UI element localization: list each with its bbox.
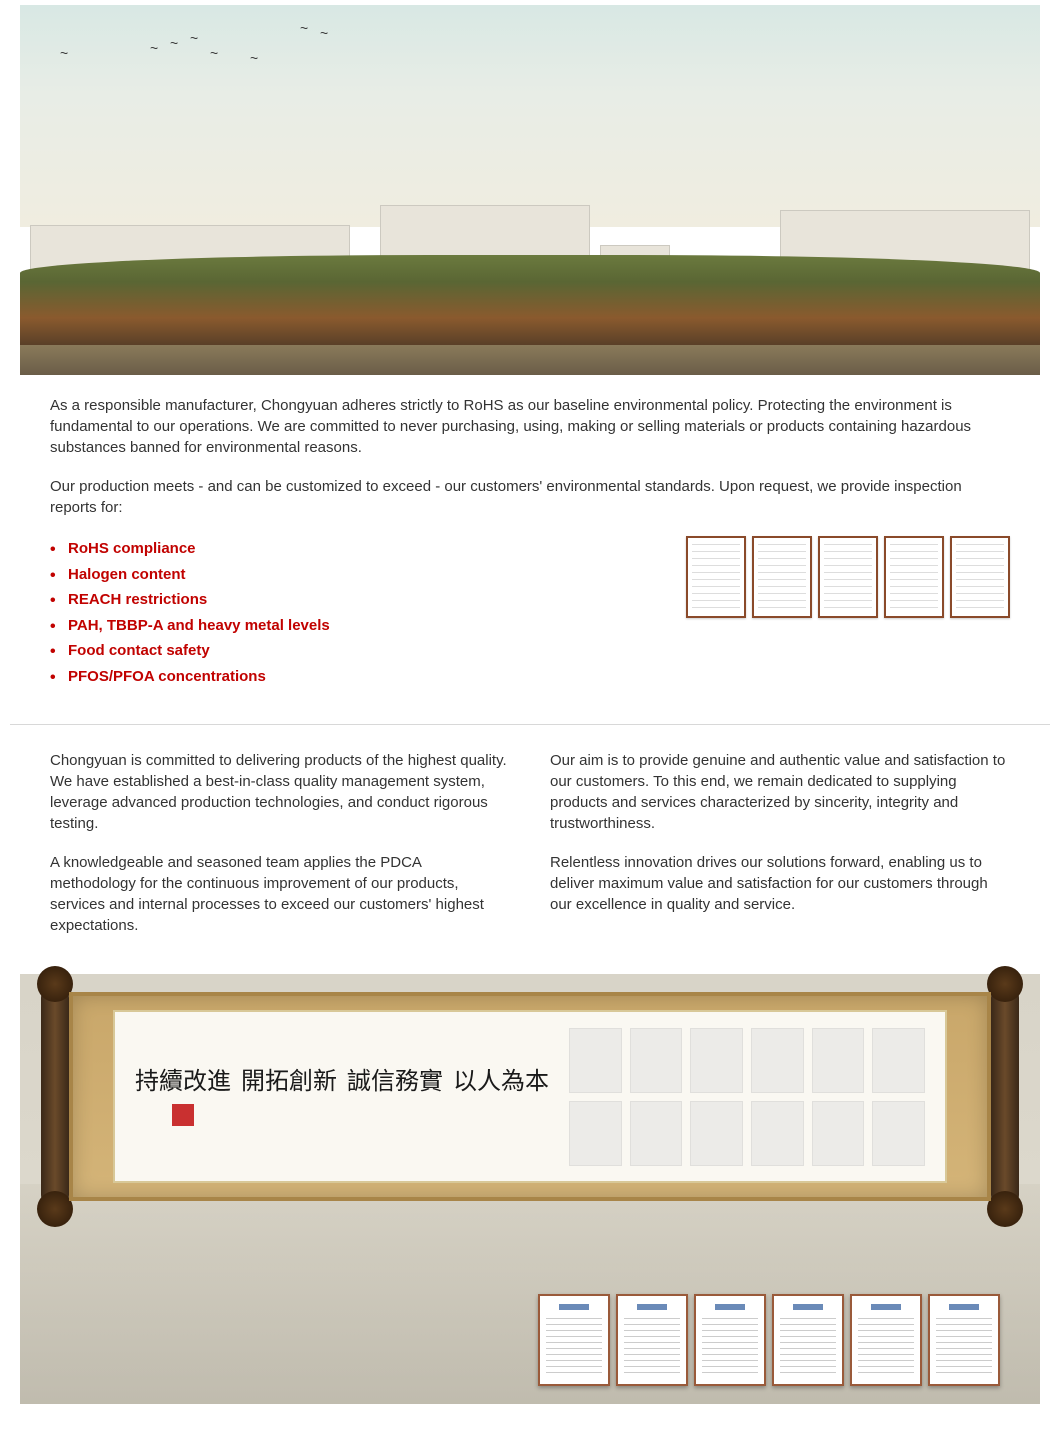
hero-water bbox=[20, 345, 1040, 375]
bird-icon: ~ bbox=[320, 25, 328, 41]
certificate-thumbnail bbox=[616, 1294, 688, 1386]
equipment-item bbox=[690, 1101, 743, 1166]
compliance-list: RoHS compliance Halogen content REACH re… bbox=[50, 536, 330, 689]
scroll-knob bbox=[37, 1191, 73, 1227]
certificate-thumbnail bbox=[884, 536, 944, 618]
quality-para: Relentless innovation drives our solutio… bbox=[550, 852, 1010, 915]
quality-para: A knowledgeable and seasoned team applie… bbox=[50, 852, 510, 936]
section-divider bbox=[10, 724, 1050, 725]
equipment-grid bbox=[569, 1028, 925, 1166]
equipment-item bbox=[751, 1028, 804, 1093]
equipment-item bbox=[630, 1028, 683, 1093]
certificate-thumbnail bbox=[818, 536, 878, 618]
scroll-knob bbox=[987, 1191, 1023, 1227]
certificate-thumbnail bbox=[752, 536, 812, 618]
certificate-thumbnail bbox=[686, 536, 746, 618]
bird-icon: ~ bbox=[250, 50, 258, 66]
bird-icon: ~ bbox=[150, 40, 158, 56]
calligraphy-column: 開拓創新 bbox=[241, 1067, 337, 1126]
scroll-rod-right bbox=[991, 984, 1019, 1209]
equipment-item bbox=[751, 1101, 804, 1166]
scroll-paper: 以人為本 誠信務實 開拓創新 持續改進 bbox=[69, 992, 991, 1201]
scroll-knob bbox=[987, 966, 1023, 1002]
equipment-item bbox=[569, 1028, 622, 1093]
compliance-item: REACH restrictions bbox=[68, 587, 330, 613]
equipment-item bbox=[630, 1101, 683, 1166]
equipment-item bbox=[690, 1028, 743, 1093]
calligraphy-column: 誠信務實 bbox=[347, 1067, 443, 1126]
compliance-item: RoHS compliance bbox=[68, 536, 330, 562]
quality-para: Our aim is to provide genuine and authen… bbox=[550, 750, 1010, 834]
hero-banner: ~ ~ ~ ~ ~ ~ ~ ~ bbox=[20, 5, 1040, 375]
certificate-strip-bottom bbox=[538, 1294, 1000, 1386]
compliance-item: PFOS/PFOA concentrations bbox=[68, 664, 330, 690]
calligraphy-text: 持續改進 bbox=[135, 1067, 231, 1098]
equipment-item bbox=[569, 1101, 622, 1166]
quality-section: Chongyuan is committed to delivering pro… bbox=[0, 750, 1060, 974]
quality-para: Chongyuan is committed to delivering pro… bbox=[50, 750, 510, 834]
scroll-content: 以人為本 誠信務實 開拓創新 持續改進 bbox=[113, 1010, 947, 1183]
bird-icon: ~ bbox=[300, 20, 308, 36]
calligraphy-column: 持續改進 bbox=[135, 1067, 231, 1126]
intro-paragraph-1: As a responsible manufacturer, Chongyuan… bbox=[50, 395, 1010, 458]
quality-column-left: Chongyuan is committed to delivering pro… bbox=[50, 750, 510, 954]
intro-paragraph-2: Our production meets - and can be custom… bbox=[50, 476, 1010, 518]
environmental-section: As a responsible manufacturer, Chongyuan… bbox=[0, 375, 1060, 699]
seal-icon bbox=[172, 1104, 194, 1126]
certificate-thumbnail bbox=[950, 536, 1010, 618]
equipment-item bbox=[812, 1028, 865, 1093]
bird-icon: ~ bbox=[190, 30, 198, 46]
certificate-thumbnail bbox=[928, 1294, 1000, 1386]
bird-icon: ~ bbox=[210, 45, 218, 61]
scroll-rod-left bbox=[41, 984, 69, 1209]
bird-icon: ~ bbox=[170, 35, 178, 51]
certificate-strip-top bbox=[686, 536, 1010, 689]
quality-column-right: Our aim is to provide genuine and authen… bbox=[550, 750, 1010, 954]
equipment-item bbox=[872, 1101, 925, 1166]
equipment-item bbox=[872, 1028, 925, 1093]
certificate-thumbnail bbox=[772, 1294, 844, 1386]
compliance-item: Halogen content bbox=[68, 562, 330, 588]
compliance-item: PAH, TBBP-A and heavy metal levels bbox=[68, 613, 330, 639]
bird-icon: ~ bbox=[60, 45, 68, 61]
scroll-banner: 以人為本 誠信務實 開拓創新 持續改進 bbox=[20, 974, 1040, 1404]
certificate-thumbnail bbox=[538, 1294, 610, 1386]
compliance-item: Food contact safety bbox=[68, 638, 330, 664]
certificate-thumbnail bbox=[694, 1294, 766, 1386]
calligraphy-block: 以人為本 誠信務實 開拓創新 持續改進 bbox=[135, 1067, 549, 1126]
compliance-row: RoHS compliance Halogen content REACH re… bbox=[50, 536, 1010, 689]
scroll-knob bbox=[37, 966, 73, 1002]
scroll-frame: 以人為本 誠信務實 開拓創新 持續改進 bbox=[55, 984, 1005, 1209]
hero-trees bbox=[20, 255, 1040, 345]
certificate-thumbnail bbox=[850, 1294, 922, 1386]
equipment-item bbox=[812, 1101, 865, 1166]
calligraphy-column: 以人為本 bbox=[453, 1067, 549, 1126]
